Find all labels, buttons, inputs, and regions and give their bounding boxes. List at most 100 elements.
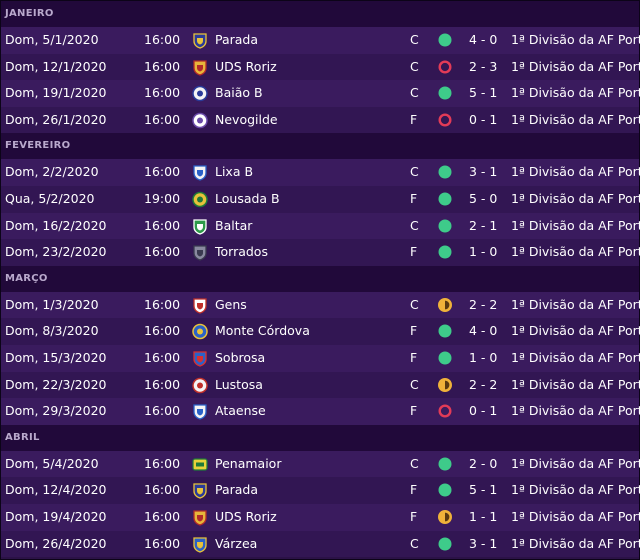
venue-indicator: C — [410, 455, 419, 471]
fixture-row[interactable]: Dom, 1/3/2020 16:00 Gens C 2 - 2 1ª Divisão d… — [1, 291, 640, 319]
fixture-time: 16:00 — [144, 482, 181, 498]
fixture-time: 16:00 — [144, 32, 181, 47]
fixture-time: 16:00 — [144, 323, 181, 339]
match-score[interactable]: 4 - 0 — [469, 32, 498, 47]
opponent-link[interactable]: Parada — [215, 482, 259, 498]
lustosa-crest-icon — [192, 377, 208, 394]
month-header: MARÇO — [1, 265, 639, 292]
lousada-b-crest-icon — [192, 191, 208, 208]
fixture-row[interactable]: Dom, 2/2/2020 16:00 Lixa B C 3 - 1 1ª Divisão… — [1, 159, 640, 186]
venue-indicator: C — [410, 58, 419, 74]
competition-link[interactable]: 1ª Divisão da AF Porto — [511, 32, 640, 47]
fixture-row[interactable]: Dom, 12/1/2020 16:00 UDS Roriz C 2 - 3 1ª Div… — [1, 53, 640, 81]
venue-indicator: C — [410, 217, 419, 233]
competition-link[interactable]: 1ª Divisão da AF Porto — [511, 296, 640, 312]
venue-indicator: F — [410, 482, 418, 498]
fixture-date: Dom, 16/2/2020 — [5, 217, 107, 233]
fixture-row[interactable]: Dom, 5/1/2020 16:00 Parada C 4 - 0 1ª Divisão… — [1, 27, 640, 54]
competition-link[interactable]: 1ª Divisão da AF Porto — [511, 217, 640, 233]
venue-indicator: C — [410, 32, 419, 47]
penamaior-crest-icon — [192, 456, 208, 473]
match-score[interactable]: 2 - 2 — [469, 376, 498, 392]
match-score[interactable]: 3 - 1 — [469, 535, 498, 551]
fixture-row[interactable]: Dom, 23/2/2020 16:00 Torrados F 1 - 0 1ª Divi… — [1, 239, 640, 266]
opponent-link[interactable]: Várzea — [215, 535, 258, 551]
opponent-link[interactable]: Penamaior — [215, 455, 282, 471]
match-score[interactable]: 0 - 1 — [469, 403, 498, 419]
torrados-crest-icon — [192, 244, 208, 261]
competition-link[interactable]: 1ª Divisão da AF Porto — [511, 403, 640, 419]
opponent-link[interactable]: Parada — [215, 32, 259, 47]
competition-link[interactable]: 1ª Divisão da AF Porto — [511, 482, 640, 498]
fixture-row[interactable]: Qua, 5/2/2020 19:00 Lousada B F 5 - 0 1ª Divi… — [1, 185, 640, 213]
competition-link[interactable]: 1ª Divisão da AF Porto — [511, 508, 640, 524]
competition-link[interactable]: 1ª Divisão da AF Porto — [511, 535, 640, 551]
match-score[interactable]: 5 - 1 — [469, 482, 498, 498]
opponent-link[interactable]: Nevogilde — [215, 111, 278, 127]
match-score[interactable]: 5 - 0 — [469, 190, 498, 206]
competition-link[interactable]: 1ª Divisão da AF Porto — [511, 190, 640, 206]
match-score[interactable]: 1 - 0 — [469, 244, 498, 260]
fixture-row[interactable]: Dom, 5/4/2020 16:00 Penamaior C 2 - 0 1ª Divi… — [1, 450, 640, 478]
opponent-link[interactable]: Sobrosa — [215, 349, 266, 365]
opponent-link[interactable]: UDS Roriz — [215, 58, 277, 74]
competition-link[interactable]: 1ª Divisão da AF Porto — [511, 244, 640, 260]
fixture-row[interactable]: Dom, 29/3/2020 16:00 Ataense F 0 - 1 1ª Divis… — [1, 398, 640, 425]
varzea-crest-icon — [192, 536, 208, 553]
ataense-crest-icon — [192, 403, 208, 420]
fixture-date: Dom, 23/2/2020 — [5, 244, 107, 260]
opponent-link[interactable]: UDS Roriz — [215, 508, 277, 524]
month-header: ABRIL — [1, 424, 639, 451]
match-score[interactable]: 4 - 0 — [469, 323, 498, 339]
fixture-row[interactable]: Dom, 12/4/2020 16:00 Parada F 5 - 1 1ª Divisã… — [1, 477, 640, 504]
match-score[interactable]: 0 - 1 — [469, 111, 498, 127]
competition-link[interactable]: 1ª Divisão da AF Porto — [511, 85, 640, 101]
win-result-icon — [438, 324, 452, 338]
match-score[interactable]: 2 - 0 — [469, 455, 498, 471]
fixture-row[interactable]: Dom, 19/4/2020 16:00 UDS Roriz F 1 - 1 1ª Div… — [1, 503, 640, 531]
competition-link[interactable]: 1ª Divisão da AF Porto — [511, 164, 640, 180]
month-header: JANEIRO — [1, 1, 639, 27]
fixture-date: Qua, 5/2/2020 — [5, 190, 95, 206]
match-score[interactable]: 3 - 1 — [469, 164, 498, 180]
venue-indicator: C — [410, 376, 419, 392]
competition-link[interactable]: 1ª Divisão da AF Porto — [511, 376, 640, 392]
competition-link[interactable]: 1ª Divisão da AF Porto — [511, 111, 640, 127]
gens-crest-icon — [192, 297, 208, 314]
opponent-link[interactable]: Gens — [215, 296, 247, 312]
fixture-row[interactable]: Dom, 22/3/2020 16:00 Lustosa C 2 - 2 1ª Divis… — [1, 371, 640, 399]
fixture-row[interactable]: Dom, 15/3/2020 16:00 Sobrosa F 1 - 0 1ª Divis… — [1, 344, 640, 372]
fixture-row[interactable]: Dom, 16/2/2020 16:00 Baltar C 2 - 1 1ª Divisã… — [1, 212, 640, 240]
venue-indicator: F — [410, 403, 418, 419]
fixture-row[interactable]: Dom, 19/1/2020 16:00 Baião B C 5 - 1 1ª Divis… — [1, 80, 640, 107]
match-score[interactable]: 2 - 3 — [469, 58, 498, 74]
fixture-row[interactable]: Dom, 8/3/2020 16:00 Monte Córdova F 4 - 0 1ª … — [1, 318, 640, 345]
win-result-icon — [438, 245, 452, 259]
fixture-row[interactable]: Dom, 26/4/2020 16:00 Várzea C 3 - 1 1ª Divisã… — [1, 530, 640, 558]
competition-link[interactable]: 1ª Divisão da AF Porto — [511, 58, 640, 74]
fixture-time: 16:00 — [144, 111, 181, 127]
venue-indicator: C — [410, 85, 419, 101]
match-score[interactable]: 1 - 0 — [469, 349, 498, 365]
opponent-link[interactable]: Lixa B — [215, 164, 254, 180]
match-score[interactable]: 2 - 2 — [469, 296, 498, 312]
match-score[interactable]: 2 - 1 — [469, 217, 498, 233]
opponent-link[interactable]: Torrados — [215, 244, 268, 260]
fixture-row[interactable]: Dom, 26/1/2020 16:00 Nevogilde F 0 - 1 1ª Div… — [1, 106, 640, 134]
fixture-date: Dom, 26/4/2020 — [5, 535, 107, 551]
match-score[interactable]: 1 - 1 — [469, 508, 498, 524]
match-score[interactable]: 5 - 1 — [469, 85, 498, 101]
competition-link[interactable]: 1ª Divisão da AF Porto — [511, 349, 640, 365]
opponent-link[interactable]: Lustosa — [215, 376, 263, 392]
competition-link[interactable]: 1ª Divisão da AF Porto — [511, 455, 640, 471]
opponent-link[interactable]: Baião B — [215, 85, 263, 101]
fixture-date: Dom, 1/3/2020 — [5, 296, 99, 312]
opponent-link[interactable]: Baltar — [215, 217, 253, 233]
fixture-date: Dom, 5/1/2020 — [5, 32, 99, 47]
monte-cordova-crest-icon — [192, 323, 208, 340]
competition-link[interactable]: 1ª Divisão da AF Porto — [511, 323, 640, 339]
win-result-icon — [438, 483, 452, 497]
opponent-link[interactable]: Monte Córdova — [215, 323, 310, 339]
opponent-link[interactable]: Ataense — [215, 403, 266, 419]
opponent-link[interactable]: Lousada B — [215, 190, 280, 206]
